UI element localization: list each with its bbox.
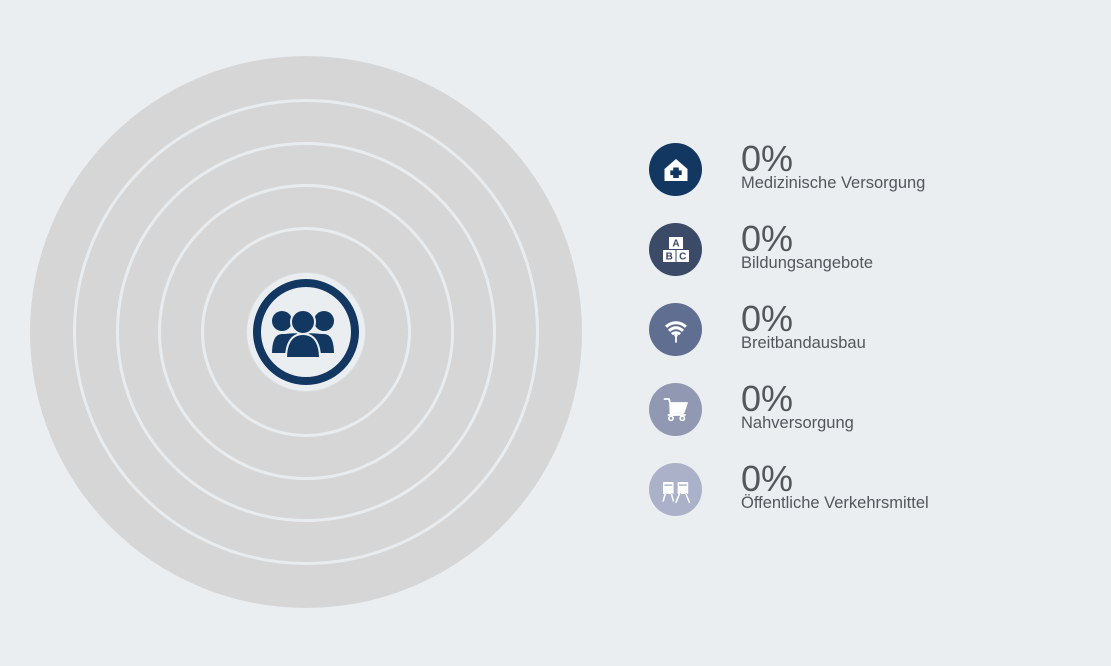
svg-text:C: C <box>679 251 686 262</box>
svg-text:A: A <box>672 238 679 249</box>
svg-text:B: B <box>665 251 672 262</box>
